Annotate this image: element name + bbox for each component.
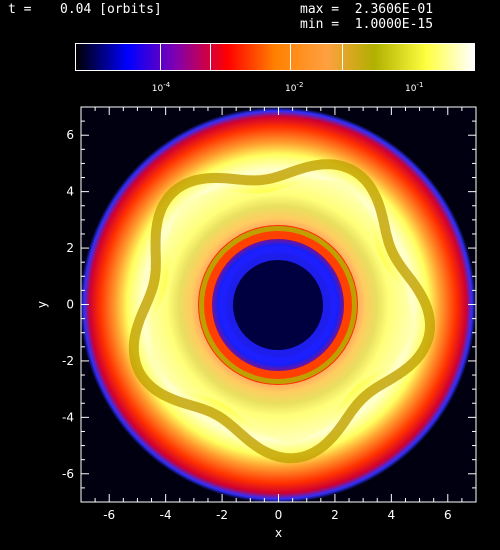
min-value: 1.0000E-15 — [354, 17, 434, 32]
colorbar-tick-label: 10-1 — [405, 81, 423, 94]
colorbar-tick-exponent: -2 — [296, 81, 304, 89]
max-readout: max = 2.3606E-01 — [300, 3, 433, 17]
axes: -6 -4 -2 0 2 4 6 -6 -4 -2 0 2 4 6 x y — [35, 106, 477, 540]
x-tick-label: -2 — [216, 508, 228, 522]
colorbar — [75, 43, 475, 71]
colorbar-tick-exponent: -4 — [163, 81, 171, 89]
colorbar-tick-label: 10-4 — [152, 81, 170, 94]
colorbar-tick-label: 10-2 — [285, 81, 303, 94]
y-tick-label: -4 — [62, 410, 74, 424]
y-tick-label: 0 — [66, 298, 74, 312]
min-readout: min = 1.0000E-15 — [300, 18, 433, 32]
colorbar-tick-base: 10 — [151, 84, 164, 94]
colorbar-tick-base: 10 — [285, 84, 297, 94]
x-tick-label: 4 — [388, 508, 396, 522]
y-tick-label: 4 — [66, 185, 74, 199]
y-axis-label: y — [35, 301, 49, 308]
x-axis-label: x — [275, 526, 282, 540]
x-tick-label: -6 — [103, 508, 115, 522]
inner-ring — [199, 226, 357, 384]
colorbar-tick-base: 10 — [405, 84, 417, 94]
max-label: max = — [300, 2, 340, 17]
colorbar-tick-exponent: -1 — [416, 81, 424, 89]
inner-ring-red — [204, 231, 352, 379]
y-tick-label: 2 — [66, 241, 74, 255]
min-label: min = — [300, 17, 340, 32]
x-tick-label: 2 — [331, 508, 339, 522]
y-tick-label: -2 — [62, 354, 74, 368]
colorbar-divider — [290, 44, 291, 70]
time-label: t = — [8, 2, 32, 17]
colorbar-divider — [210, 44, 211, 70]
max-value: 2.3606E-01 — [354, 2, 434, 17]
y-tick-label: -6 — [62, 467, 74, 481]
spiral-lobes — [149, 179, 414, 442]
x-tick-label: 0 — [275, 508, 283, 522]
colorbar-divider — [342, 44, 343, 70]
inner-hole-rim — [219, 246, 337, 364]
time-value: 0.04 [orbits] — [60, 2, 162, 17]
colorbar-divider — [160, 44, 161, 70]
inner-hole — [226, 253, 330, 357]
x-tick-label: 6 — [444, 508, 452, 522]
spiral-band — [128, 159, 435, 464]
y-tick-label: 6 — [66, 128, 74, 142]
x-tick-label: -4 — [160, 508, 172, 522]
